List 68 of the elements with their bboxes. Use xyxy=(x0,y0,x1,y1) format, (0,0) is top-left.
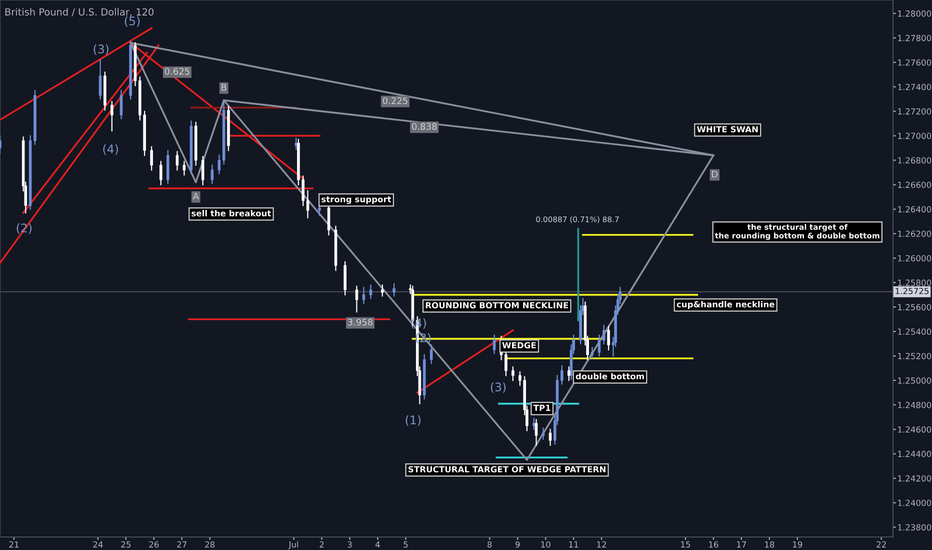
y-tick-label: 1.27600 xyxy=(898,59,932,66)
y-tick-label: 1.27000 xyxy=(898,132,932,140)
y-tick-label: 1.24800 xyxy=(898,402,932,408)
annotation: 0.838 xyxy=(412,123,437,130)
y-tick-label: 1.25600 xyxy=(898,304,932,310)
annotation: (4) xyxy=(103,144,118,155)
x-tick-label: 24 xyxy=(93,541,103,548)
annotation: STRUCTURAL TARGET OF WEDGE PATTERN xyxy=(408,466,606,472)
x-tick-label: 17 xyxy=(737,541,746,548)
x-tick-label: 16 xyxy=(709,541,718,548)
text: British Pound / U.S. Dollar, 120 xyxy=(5,8,154,17)
y-tick-label: 1.24600 xyxy=(898,426,932,433)
x-tick-label: 10 xyxy=(541,541,550,548)
y-tick-label: 1.25800 xyxy=(898,280,932,286)
x-tick-label: 28 xyxy=(205,541,215,548)
x-tick-label: 11 xyxy=(569,541,578,548)
y-tick-label: 1.23800 xyxy=(898,524,932,530)
annotation: TP1 xyxy=(533,404,550,411)
annotation: 0.225 xyxy=(382,97,408,104)
annotation: (2) xyxy=(416,333,431,344)
annotation: (1) xyxy=(406,415,420,426)
annotation: (5) xyxy=(124,16,140,27)
annotation: ROUNDING BOTTOM NECKLINE xyxy=(426,302,568,308)
y-tick-label: 1.26000 xyxy=(898,255,932,262)
y-tick-label: 1.25000 xyxy=(898,377,932,384)
x-tick-label: 12 xyxy=(597,541,606,548)
y-tick-label: 1.27400 xyxy=(898,84,932,90)
x-tick-label: 27 xyxy=(177,541,186,548)
annotation: WEDGE xyxy=(502,342,536,348)
y-tick-label: 1.28000 xyxy=(898,10,932,17)
y-tick-label: 1.25400 xyxy=(898,328,932,335)
annotation: strong support xyxy=(322,196,392,204)
x-tick-label: 5 xyxy=(404,541,408,548)
y-tick-label: 1.27800 xyxy=(898,34,932,42)
x-tick-label: 25 xyxy=(121,541,130,548)
x-tick-label: 4 xyxy=(375,541,380,548)
annotation: (3) xyxy=(490,382,506,393)
annotation: B xyxy=(222,84,226,91)
annotation: A xyxy=(192,192,199,200)
y-tick-label: 1.26400 xyxy=(898,206,932,212)
x-tick-label: 19 xyxy=(793,541,802,548)
x-tick-label: 8 xyxy=(488,541,492,548)
x-tick-label: 22 xyxy=(876,541,886,548)
annotation: double bottom xyxy=(576,372,644,380)
x-tick-label: 3 xyxy=(348,541,352,548)
x-tick-label: 15 xyxy=(681,541,690,548)
x-tick-label: Jul xyxy=(288,541,298,550)
y-tick-label: 1.24400 xyxy=(898,450,932,458)
ref-line-label: 1.25725 xyxy=(896,288,929,294)
x-tick-label: 18 xyxy=(765,541,774,548)
y-tick-label: 1.24200 xyxy=(898,475,932,482)
annotation: sell the breakout xyxy=(192,210,271,216)
annotation: WHITE SWAN xyxy=(696,126,758,132)
y-tick-label: 1.26800 xyxy=(898,157,932,164)
x-tick-label: 9 xyxy=(515,541,520,548)
y-tick-label: 1.26200 xyxy=(898,230,932,237)
y-tick-label: 1.25200 xyxy=(898,352,932,360)
y-tick-label: 1.27200 xyxy=(898,108,932,115)
annotation: cup&handle neckline xyxy=(676,300,774,310)
annotation: 3.958 xyxy=(348,318,373,326)
annotation: 0.625 xyxy=(164,68,190,75)
annotation: (3) xyxy=(94,44,108,55)
x-tick-label: 2 xyxy=(320,541,324,548)
x-tick-label: 26 xyxy=(149,541,159,548)
x-tick-label: 21 xyxy=(9,541,19,548)
y-tick-label: 1.24000 xyxy=(898,500,932,506)
annotation: D xyxy=(712,170,718,178)
y-tick-label: 1.26600 xyxy=(898,182,932,188)
